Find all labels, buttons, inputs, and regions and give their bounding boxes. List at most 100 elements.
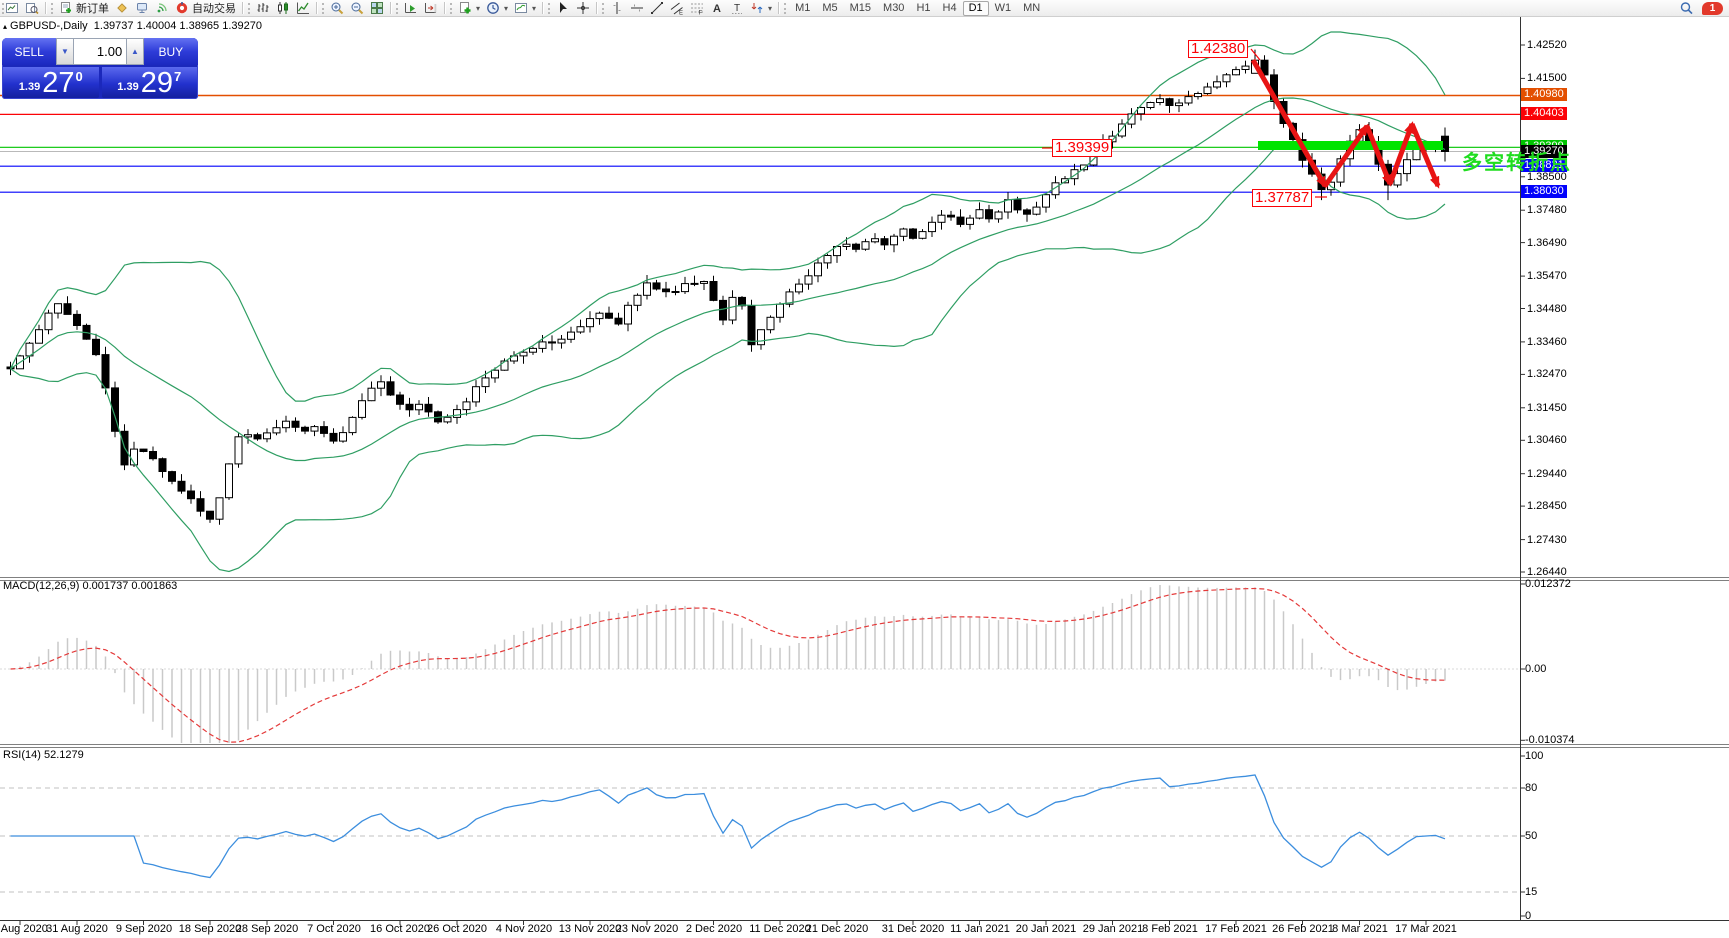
- indicators-button[interactable]: ▾: [455, 1, 483, 16]
- timeframe-m1-button[interactable]: M1: [795, 1, 811, 14]
- horizontal-line-button[interactable]: [627, 1, 647, 16]
- chevron-down-icon[interactable]: ▾: [476, 3, 481, 13]
- analyst-annotations[interactable]: [1042, 48, 1443, 198]
- toolbar-grip: [602, 2, 605, 14]
- zoom-out-button[interactable]: [347, 1, 367, 16]
- trendline-button[interactable]: [647, 1, 667, 16]
- crosshair-button[interactable]: [573, 1, 593, 16]
- svg-text:E: E: [679, 11, 683, 16]
- autotrading-label: 自动交易: [192, 3, 236, 15]
- chevron-down-icon[interactable]: ▾: [768, 3, 773, 13]
- tile-windows-button[interactable]: [367, 1, 387, 16]
- volume-input[interactable]: 1.00: [73, 38, 127, 65]
- bar-chart-icon: [257, 3, 269, 12]
- templates-icon: [515, 3, 528, 13]
- volume-increase-button[interactable]: ▲: [126, 38, 144, 65]
- text-button[interactable]: A: [707, 1, 727, 16]
- macd-pane[interactable]: [0, 585, 1520, 762]
- fibonacci-icon: F: [691, 3, 704, 15]
- toolbar-separator: [542, 2, 544, 14]
- buy-button[interactable]: BUY: [143, 38, 198, 65]
- arrows-button[interactable]: ▾: [747, 1, 775, 16]
- volume-decrease-button[interactable]: ▼: [56, 38, 74, 65]
- one-click-trading-panel: SELL ▼ 1.00 ▲ BUY 1.39 27 0 1.39 29 7: [2, 38, 198, 99]
- timeframe-m15-button[interactable]: M15: [849, 1, 872, 14]
- chart-window-button[interactable]: [2, 1, 22, 16]
- zoom-in-button[interactable]: [327, 1, 347, 16]
- notification-badge[interactable]: 1: [1702, 1, 1723, 15]
- svg-text:A: A: [713, 3, 721, 15]
- buy-price-big: 29: [140, 67, 173, 99]
- timeframe-h4-button[interactable]: H4: [942, 1, 957, 14]
- equidistant-channel-button[interactable]: E: [667, 1, 687, 16]
- toolbar-grip: [450, 2, 452, 14]
- line-chart-button[interactable]: [293, 1, 313, 16]
- ohlc-values: 1.39737 1.40004 1.38965 1.39270: [93, 20, 262, 32]
- line-chart-icon: [297, 2, 309, 14]
- auto-scroll-button[interactable]: [401, 1, 421, 16]
- rsi-indicator-label: RSI(14) 52.1279: [3, 749, 84, 761]
- sell-button[interactable]: SELL: [2, 38, 57, 65]
- symbol-marker-icon: ▴: [3, 22, 8, 31]
- bull-bear-turning-point-note[interactable]: 多空转折点: [1462, 152, 1572, 174]
- price-annotation-box[interactable]: 1.42380: [1188, 40, 1249, 58]
- sell-price-pip: 0: [75, 69, 83, 84]
- templates-button[interactable]: ▾: [511, 1, 539, 16]
- timeframe-m5-button[interactable]: M5: [822, 1, 838, 14]
- new-order-label: 新订单: [76, 3, 109, 15]
- toolbar-separator: [596, 2, 598, 14]
- price-annotation-box[interactable]: 1.39399: [1052, 139, 1113, 157]
- timeframe-m30-button[interactable]: M30: [883, 1, 905, 14]
- candlestick-series[interactable]: [6, 49, 1449, 525]
- toolbar-separator: [778, 2, 780, 14]
- zoom-out-icon: [351, 2, 364, 15]
- chart-shift-button[interactable]: [421, 1, 441, 16]
- crosshair-icon: [577, 2, 590, 14]
- price-annotation-box[interactable]: 1.37787: [1252, 189, 1313, 207]
- cursor-icon: [560, 2, 568, 13]
- bar-chart-button[interactable]: [253, 1, 273, 16]
- search-button[interactable]: [1676, 1, 1696, 16]
- timeframe-h1-button[interactable]: H1: [916, 1, 931, 14]
- sell-price-display[interactable]: 1.39 27 0: [3, 67, 99, 98]
- chart-title: ▴ GBPUSD-,Daily 1.39737 1.40004 1.38965 1…: [3, 20, 262, 32]
- chevron-down-icon[interactable]: ▾: [532, 3, 537, 13]
- deposit-button[interactable]: [112, 1, 132, 16]
- candle-chart-button[interactable]: [273, 1, 293, 16]
- tile-windows-icon: [371, 2, 383, 14]
- new-order-button[interactable]: 新订单: [56, 1, 112, 16]
- chevron-down-icon[interactable]: ▾: [504, 3, 509, 13]
- toolbar-right-cluster: 1: [1676, 1, 1723, 16]
- rsi-pane[interactable]: [0, 774, 1520, 893]
- search-icon: [1680, 2, 1693, 15]
- timeframe-d1-button[interactable]: D1: [962, 0, 989, 16]
- toolbar-separator: [242, 2, 243, 14]
- text-label-button[interactable]: T: [727, 1, 747, 16]
- vertical-line-button[interactable]: [607, 1, 627, 16]
- periods-button[interactable]: ▾: [483, 1, 511, 16]
- toolbar-grip: [322, 2, 324, 14]
- fibonacci-button[interactable]: F: [687, 1, 707, 16]
- autotrading-icon: [176, 2, 188, 14]
- signals-icon: [157, 3, 167, 13]
- toolbar-separator: [390, 2, 391, 14]
- sell-price-prefix: 1.39: [18, 81, 41, 93]
- virtual-hosting-button[interactable]: [132, 1, 152, 16]
- vertical-line-icon: [613, 2, 621, 14]
- timeframe-w1-button[interactable]: W1: [994, 1, 1012, 14]
- chart-shift-icon: [425, 3, 437, 13]
- buy-price-prefix: 1.39: [117, 81, 139, 93]
- market-watch-button[interactable]: [22, 1, 42, 16]
- new-order-icon: [61, 2, 71, 13]
- toolbar-grip: [248, 2, 250, 14]
- autotrading-button[interactable]: 自动交易: [172, 1, 239, 16]
- toolbar-grip: [51, 2, 53, 14]
- timeframe-mn-button[interactable]: MN: [1023, 1, 1041, 14]
- signals-button[interactable]: [152, 1, 172, 16]
- virtual-hosting-icon: [137, 3, 147, 13]
- cursor-button[interactable]: [553, 1, 573, 16]
- arrows-icon: [751, 3, 763, 13]
- buy-price-display[interactable]: 1.39 29 7: [101, 67, 197, 99]
